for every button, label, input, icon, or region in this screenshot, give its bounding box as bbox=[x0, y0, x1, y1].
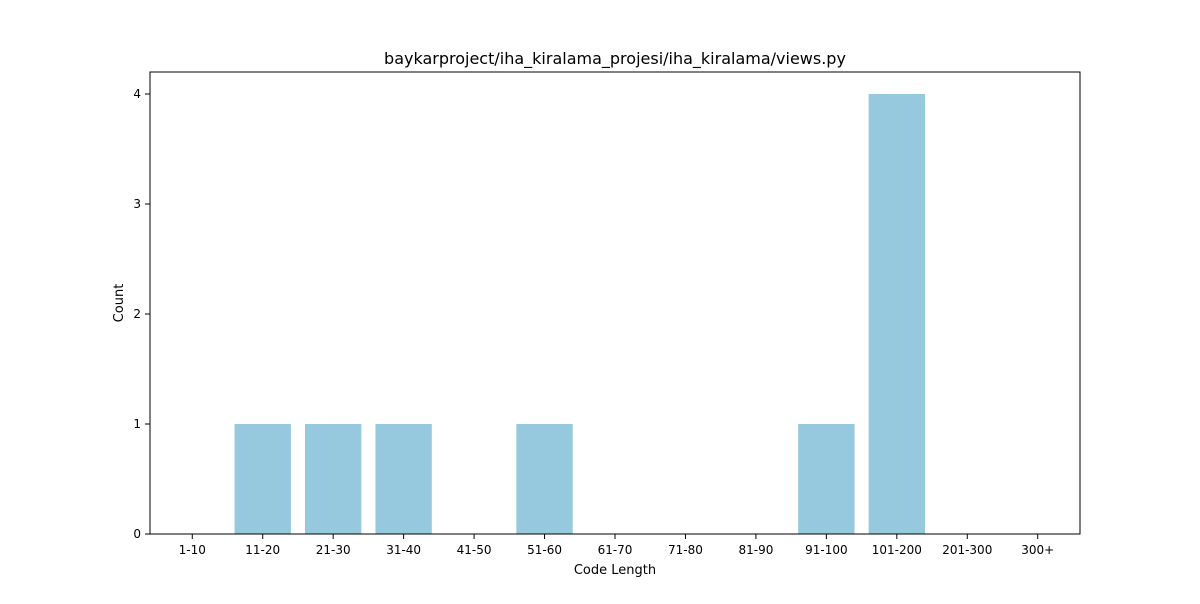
x-tick-label: 101-200 bbox=[872, 543, 922, 557]
bar-31-40 bbox=[375, 424, 431, 534]
y-tick-label: 4 bbox=[133, 87, 141, 101]
bar-101-200 bbox=[869, 94, 925, 534]
bar-91-100 bbox=[798, 424, 854, 534]
bar-11-20 bbox=[235, 424, 291, 534]
x-tick-label: 1-10 bbox=[179, 543, 206, 557]
x-tick-label: 51-60 bbox=[527, 543, 562, 557]
chart-title: baykarproject/iha_kiralama_projesi/iha_k… bbox=[384, 49, 846, 69]
x-tick-label: 31-40 bbox=[386, 543, 421, 557]
y-tick-label: 2 bbox=[133, 307, 141, 321]
x-tick-label: 300+ bbox=[1021, 543, 1054, 557]
y-axis: 0 1 2 3 4 bbox=[133, 87, 150, 541]
x-tick-label: 91-100 bbox=[805, 543, 848, 557]
bars bbox=[235, 94, 925, 534]
x-tick-label: 61-70 bbox=[598, 543, 633, 557]
x-tick-label: 71-80 bbox=[668, 543, 703, 557]
x-tick-label: 41-50 bbox=[457, 543, 492, 557]
y-tick-label: 1 bbox=[133, 417, 141, 431]
x-tick-label: 11-20 bbox=[245, 543, 280, 557]
y-tick-label: 0 bbox=[133, 527, 141, 541]
x-tick-label: 81-90 bbox=[738, 543, 773, 557]
x-tick-label: 21-30 bbox=[316, 543, 351, 557]
x-tick-label: 201-300 bbox=[942, 543, 992, 557]
y-tick-label: 3 bbox=[133, 197, 141, 211]
y-axis-label: Count bbox=[112, 284, 127, 323]
x-axis-label: Code Length bbox=[574, 563, 656, 578]
x-axis: 1-10 11-20 21-30 31-40 41-50 51-60 61-70 71-80 8… bbox=[179, 534, 1055, 557]
bar-51-60 bbox=[516, 424, 572, 534]
bar-21-30 bbox=[305, 424, 361, 534]
